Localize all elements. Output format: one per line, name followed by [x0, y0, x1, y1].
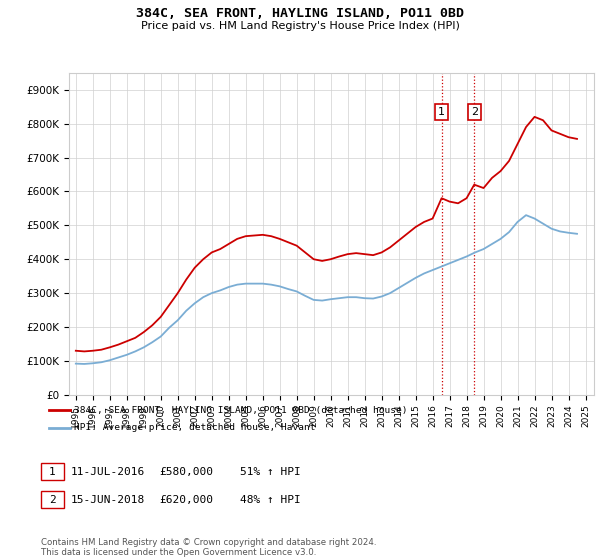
- Text: Price paid vs. HM Land Registry's House Price Index (HPI): Price paid vs. HM Land Registry's House …: [140, 21, 460, 31]
- Text: 2: 2: [470, 107, 478, 117]
- Text: Contains HM Land Registry data © Crown copyright and database right 2024.
This d: Contains HM Land Registry data © Crown c…: [41, 538, 376, 557]
- Text: £620,000: £620,000: [159, 494, 213, 505]
- Text: 2: 2: [49, 494, 56, 505]
- Text: 1: 1: [438, 107, 445, 117]
- Text: 51% ↑ HPI: 51% ↑ HPI: [240, 466, 301, 477]
- Text: £580,000: £580,000: [159, 466, 213, 477]
- Text: 384C, SEA FRONT, HAYLING ISLAND, PO11 0BD (detached house): 384C, SEA FRONT, HAYLING ISLAND, PO11 0B…: [74, 405, 407, 414]
- Text: HPI: Average price, detached house, Havant: HPI: Average price, detached house, Hava…: [74, 423, 315, 432]
- Text: 1: 1: [49, 466, 56, 477]
- Text: 48% ↑ HPI: 48% ↑ HPI: [240, 494, 301, 505]
- Text: 15-JUN-2018: 15-JUN-2018: [71, 494, 145, 505]
- Text: 11-JUL-2016: 11-JUL-2016: [71, 466, 145, 477]
- Text: 384C, SEA FRONT, HAYLING ISLAND, PO11 0BD: 384C, SEA FRONT, HAYLING ISLAND, PO11 0B…: [136, 7, 464, 20]
